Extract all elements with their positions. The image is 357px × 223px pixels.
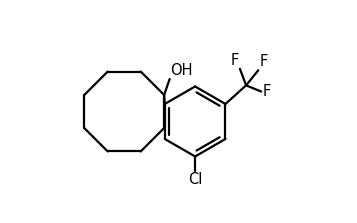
Text: F: F (231, 53, 239, 68)
Text: OH: OH (170, 63, 193, 78)
Text: Cl: Cl (188, 172, 202, 187)
Text: F: F (262, 84, 271, 99)
Text: F: F (260, 54, 268, 69)
